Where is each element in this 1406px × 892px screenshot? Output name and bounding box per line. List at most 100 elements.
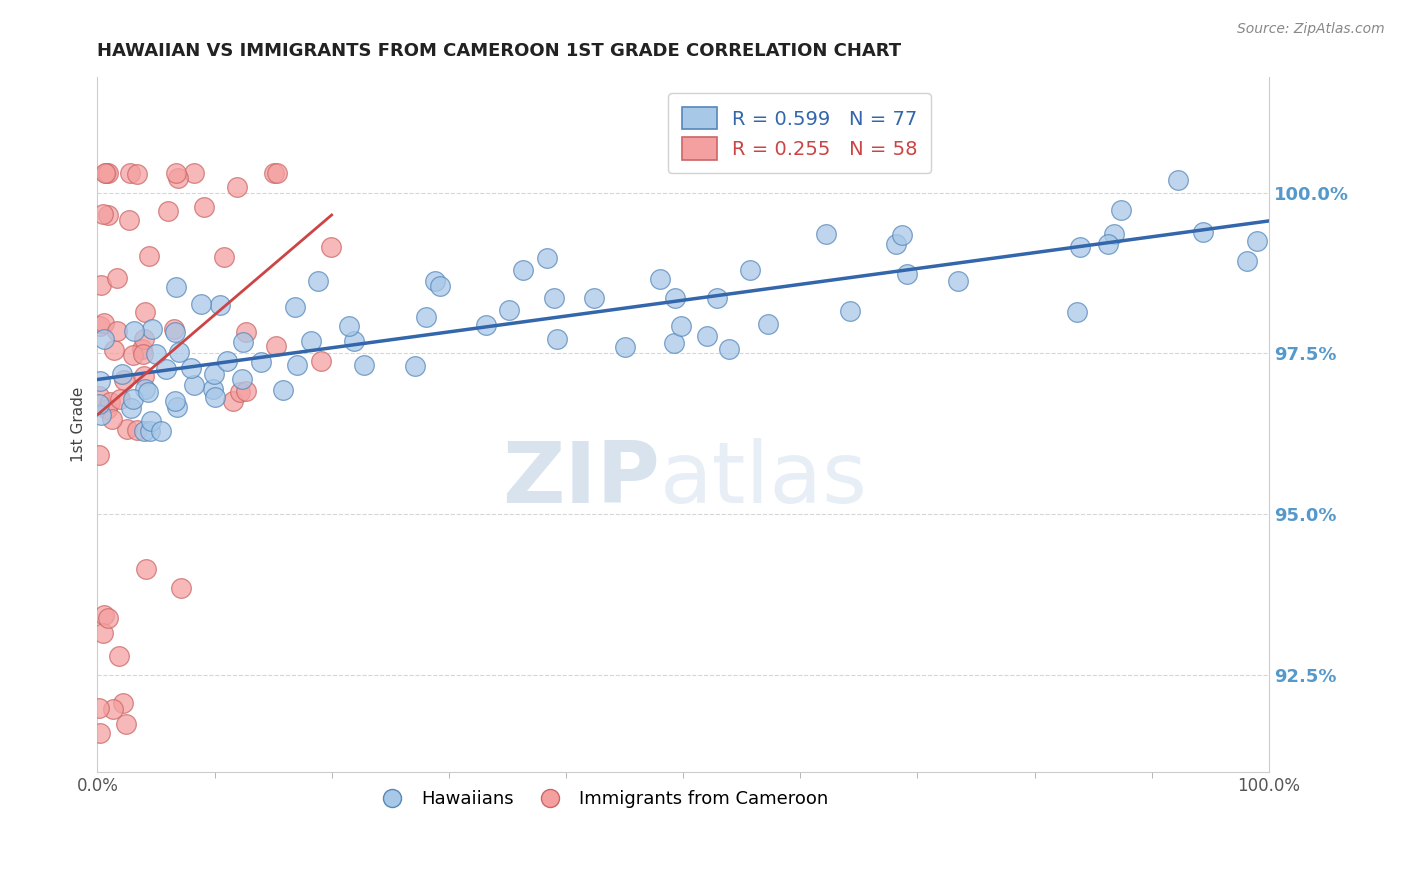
Point	[166, 166, 188, 180]
Point	[311, 354, 333, 368]
Point	[132, 333, 155, 347]
Point	[166, 171, 188, 186]
Point	[648, 272, 671, 286]
Point	[287, 358, 309, 372]
Point	[1236, 254, 1258, 268]
Point	[266, 166, 288, 180]
Point	[97, 166, 120, 180]
Point	[93, 607, 115, 622]
Point	[108, 649, 131, 664]
Point	[96, 402, 118, 417]
Point	[1109, 202, 1132, 217]
Point	[425, 274, 447, 288]
Point	[1246, 235, 1268, 249]
Point	[134, 424, 156, 438]
Point	[225, 180, 247, 194]
Point	[94, 166, 117, 180]
Point	[190, 296, 212, 310]
Point	[122, 324, 145, 338]
Point	[264, 339, 287, 353]
Point	[1097, 236, 1119, 251]
Point	[301, 334, 323, 348]
Point	[662, 335, 685, 350]
Point	[150, 424, 173, 438]
Point	[96, 166, 118, 180]
Point	[512, 262, 534, 277]
Point	[136, 384, 159, 399]
Point	[89, 448, 111, 462]
Point	[141, 414, 163, 428]
Point	[337, 319, 360, 334]
Point	[103, 343, 125, 358]
Point	[166, 400, 188, 414]
Point	[163, 322, 186, 336]
Point	[101, 702, 124, 716]
Point	[121, 348, 143, 362]
Point	[614, 340, 637, 354]
Point	[135, 562, 157, 576]
Point	[263, 166, 285, 180]
Point	[222, 394, 245, 409]
Point	[97, 611, 120, 625]
Point	[498, 303, 520, 318]
Point	[946, 274, 969, 288]
Point	[89, 318, 111, 333]
Point	[896, 268, 918, 282]
Point	[319, 240, 342, 254]
Point	[90, 277, 112, 292]
Point	[145, 347, 167, 361]
Point	[169, 344, 191, 359]
Point	[214, 250, 236, 264]
Point	[138, 424, 160, 438]
Point	[583, 292, 606, 306]
Point	[87, 389, 110, 403]
Point	[108, 392, 131, 406]
Point	[97, 208, 120, 222]
Point	[664, 291, 686, 305]
Point	[536, 252, 558, 266]
Point	[105, 270, 128, 285]
Point	[93, 626, 115, 640]
Point	[125, 423, 148, 437]
Y-axis label: 1st Grade: 1st Grade	[72, 386, 86, 462]
Point	[891, 227, 914, 242]
Point	[111, 367, 134, 381]
Point	[193, 200, 215, 214]
Point	[125, 167, 148, 181]
Point	[284, 300, 307, 314]
Legend: Hawaiians, Immigrants from Cameroon: Hawaiians, Immigrants from Cameroon	[367, 783, 835, 815]
Point	[271, 383, 294, 397]
Point	[156, 204, 179, 219]
Point	[429, 279, 451, 293]
Point	[132, 368, 155, 383]
Point	[115, 422, 138, 436]
Point	[250, 355, 273, 369]
Point	[706, 291, 728, 305]
Point	[404, 359, 426, 373]
Point	[229, 384, 252, 399]
Point	[415, 310, 437, 324]
Point	[183, 166, 205, 180]
Point	[105, 324, 128, 338]
Point	[1166, 172, 1188, 186]
Point	[134, 382, 156, 396]
Point	[1066, 305, 1088, 319]
Point	[1069, 240, 1091, 254]
Point	[202, 382, 225, 396]
Point	[475, 318, 498, 332]
Text: ZIP: ZIP	[502, 439, 659, 522]
Point	[1192, 225, 1215, 239]
Point	[180, 361, 202, 376]
Point	[138, 249, 160, 263]
Point	[884, 237, 907, 252]
Point	[183, 377, 205, 392]
Point	[141, 322, 163, 336]
Point	[353, 358, 375, 372]
Point	[839, 304, 862, 318]
Point	[112, 372, 135, 386]
Point	[118, 213, 141, 227]
Point	[235, 326, 257, 340]
Point	[131, 342, 153, 356]
Point	[121, 392, 143, 406]
Point	[204, 367, 226, 381]
